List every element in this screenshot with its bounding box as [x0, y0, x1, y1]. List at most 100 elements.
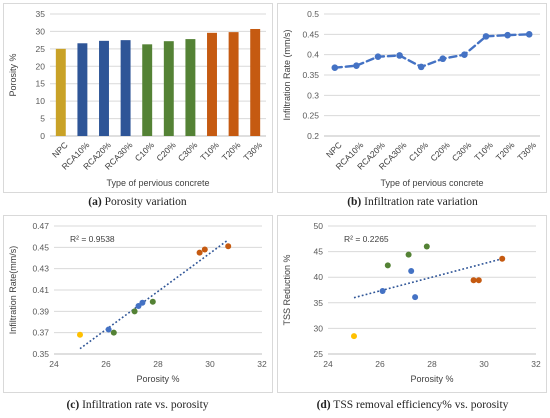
y-tick-label: 0.43: [32, 264, 49, 274]
data-point-6: [149, 298, 156, 305]
y-tick-label: 0.41: [32, 285, 49, 295]
bar-rca10pct: [77, 43, 88, 136]
trendline: [353, 257, 503, 299]
bar-t30pct: [250, 28, 261, 136]
x-axis-title: Porosity %: [410, 374, 453, 384]
y-tick-label: 0.35: [302, 70, 319, 80]
x-tick-label: C20%: [428, 140, 452, 164]
bar-npc: [55, 48, 66, 136]
y-tick-label: 0.35: [32, 349, 49, 359]
y-tick-label: 0.4: [307, 50, 319, 60]
x-tick-label: T30%: [515, 140, 538, 163]
y-tick-label: 40: [314, 272, 324, 282]
x-tick-label: 32: [257, 359, 267, 369]
data-point-3: [131, 308, 138, 315]
y-tick-label: 50: [314, 221, 324, 231]
y-tick-label: 0.45: [32, 242, 49, 252]
caption-d-text: TSS removal efficiency% vs. porosity: [333, 399, 509, 411]
x-axis-title: Type of pervious concrete: [380, 178, 483, 188]
y-tick-label: 25: [314, 349, 324, 359]
y-tick-label: 35: [314, 298, 324, 308]
r-squared-annotation: R² = 0.9538: [70, 234, 115, 244]
panel-porosity: 0 5 10 15 20 25 30 35 NPC RCA10% RCA20% RCA30% C10% C…: [3, 3, 273, 193]
data-point-0: [77, 331, 83, 338]
y-tick-label: 0.45: [302, 29, 319, 39]
data-point-7: [470, 277, 477, 284]
data-point-6: [423, 243, 430, 250]
data-point-5: [412, 294, 419, 301]
caption-a: (a) Porosity variation: [0, 196, 275, 208]
data-point-c30pct: [461, 51, 468, 58]
caption-b-text: Infiltration rate variation: [364, 196, 478, 208]
caption-c-text: Infiltration rate vs. porosity: [82, 399, 209, 411]
x-tick-label: C30%: [450, 140, 474, 164]
caption-b: (b) Infiltration rate variation: [275, 196, 550, 208]
data-point-9: [499, 255, 506, 262]
y-tick-label: 5: [40, 114, 45, 124]
x-axis-title: Type of pervious concrete: [106, 178, 209, 188]
y-axis-title: TSS Reduction %: [282, 254, 292, 325]
y-tick-label: 0: [40, 131, 45, 141]
x-axis-title: Porosity %: [136, 374, 179, 384]
data-point-8: [201, 246, 208, 253]
data-point-rca10pct: [353, 62, 360, 69]
bar-t10pct: [207, 32, 217, 136]
trendline: [79, 239, 229, 350]
data-point-9: [225, 243, 232, 250]
x-tick-label: C20%: [154, 140, 178, 164]
x-tick-label: 28: [427, 359, 437, 369]
y-tick-label: 30: [36, 26, 46, 36]
x-tick-label: T10%: [198, 140, 221, 163]
porosity-bar-chart: 05101520253035NPCRCA10%RCA20%RCA30%C10%C…: [8, 9, 266, 188]
x-tick-label: 26: [375, 359, 385, 369]
y-axis-title: Infiltration Rate(mm/s): [8, 246, 18, 335]
data-point-0: [351, 333, 357, 340]
tss-vs-porosity-scatter: 25 30 35 40 45 50 24 26 28 30 32 R² = 0.2265 Porosit…: [282, 221, 541, 384]
data-point-2: [384, 262, 391, 269]
x-tick-label: 24: [49, 359, 59, 369]
data-point-t10pct: [482, 33, 490, 40]
x-tick-label: T30%: [241, 140, 264, 163]
x-tick-label: T10%: [472, 140, 495, 163]
data-point-c20pct: [439, 55, 447, 63]
x-tick-label: C10%: [133, 140, 157, 164]
y-axis-title: Porosity %: [8, 53, 18, 96]
x-tick-label: 30: [479, 359, 489, 369]
x-tick-label: 30: [205, 359, 215, 369]
series-line: [333, 33, 531, 69]
bar-rca30pct: [120, 40, 131, 137]
panel-infiltration-vs-porosity: 0.35 0.37 0.39 0.41 0.43 0.45 0.47 24 26 28 30 32 R²…: [3, 215, 273, 393]
caption-a-text: Porosity variation: [104, 196, 187, 208]
y-tick-label: 15: [36, 79, 46, 89]
y-tick-label: 0.39: [32, 306, 49, 316]
x-tick-label: C30%: [176, 140, 200, 164]
y-tick-label: 0.2: [307, 131, 319, 141]
data-point-1: [379, 288, 386, 295]
r-squared-annotation: R² = 0.2265: [344, 234, 389, 244]
bar-c20pct: [163, 41, 174, 137]
panel-infiltration: 0.2 0.25 0.3 0.35 0.4 0.45 0.5 NPC RCA10% RCA20% R…: [277, 3, 547, 193]
data-point-t20pct: [504, 31, 511, 39]
data-point-2: [110, 329, 117, 336]
x-tick-label: T20%: [220, 140, 243, 163]
y-axis-title: Infiltration Rate (mm/s): [282, 29, 292, 120]
x-tick-label: C10%: [407, 140, 431, 164]
caption-a-tag: (a): [88, 196, 102, 208]
x-tick-label: T20%: [494, 140, 517, 163]
y-tick-label: 0.3: [307, 90, 319, 100]
y-tick-label: 35: [36, 9, 46, 19]
data-point-8: [475, 277, 482, 284]
data-point-rca30pct: [396, 52, 403, 59]
panel-tss-vs-porosity: 25 30 35 40 45 50 24 26 28 30 32 R² = 0.2265 Porosit…: [277, 215, 547, 393]
y-tick-label: 30: [314, 323, 324, 333]
infiltration-line-chart: 0.20.250.30.350.40.450.5NPCRCA10%RCA20%R…: [282, 9, 540, 188]
data-point-4: [408, 268, 415, 275]
x-tick-label: 28: [153, 359, 163, 369]
caption-b-tag: (b): [347, 196, 362, 208]
y-tick-label: 0.5: [307, 9, 319, 19]
bar-c10pct: [142, 44, 153, 136]
data-point-c10pct: [417, 63, 425, 71]
data-point-npc: [331, 64, 339, 71]
caption-d-tag: (d): [316, 399, 331, 411]
x-tick-label: 26: [101, 359, 111, 369]
